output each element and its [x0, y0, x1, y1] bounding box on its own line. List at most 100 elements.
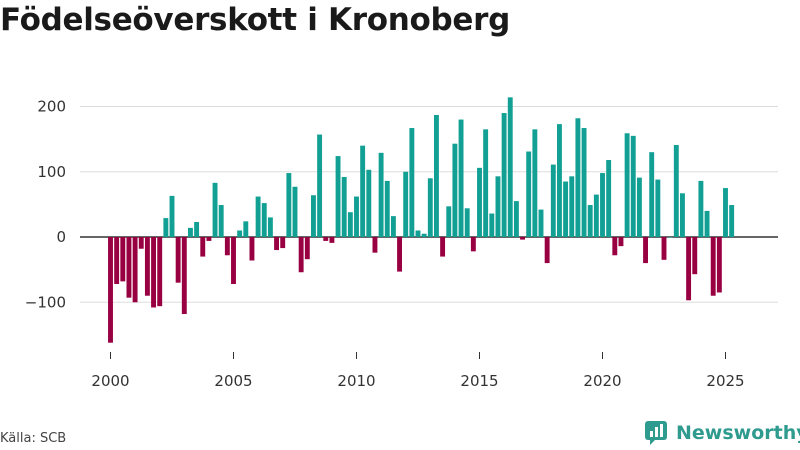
bar: [649, 152, 655, 237]
bar: [163, 218, 169, 237]
y-tick-label: 0: [56, 228, 66, 246]
bar: [194, 221, 200, 237]
bar: [384, 180, 390, 237]
bar: [108, 237, 113, 343]
bar: [704, 210, 710, 237]
bar: [415, 230, 421, 237]
bar: [200, 237, 206, 257]
bar: [489, 213, 495, 237]
x-tick-label: 2005: [214, 372, 252, 390]
bar: [495, 176, 501, 237]
bar: [477, 167, 482, 237]
bar: [243, 221, 249, 237]
bar: [643, 237, 648, 264]
bar: [347, 212, 353, 237]
bar: [452, 143, 458, 237]
y-tick-label: −100: [25, 293, 66, 311]
bar: [710, 237, 716, 296]
bar: [624, 133, 630, 237]
bar: [526, 151, 532, 237]
bars: [108, 97, 735, 343]
y-tick-label: 200: [37, 98, 66, 116]
bar: [507, 97, 513, 238]
bar: [723, 188, 728, 237]
bar: [132, 237, 138, 303]
bar: [686, 237, 692, 301]
bar: [458, 119, 464, 237]
bar: [231, 237, 236, 284]
source-note: Källa: SCB: [0, 431, 67, 446]
bar: [292, 186, 298, 237]
bar: [667, 237, 673, 238]
bar: [138, 237, 144, 249]
bar: [600, 173, 605, 237]
bar: [575, 118, 581, 237]
bar: [403, 171, 409, 237]
bar: [304, 237, 310, 260]
bar: [440, 237, 446, 257]
bar: [464, 208, 470, 237]
bar: [520, 237, 525, 240]
x-tick-label: 2000: [91, 372, 129, 390]
bar: [513, 201, 519, 237]
newsworthy-logo-icon: [645, 421, 667, 445]
bar: [341, 176, 347, 237]
bar: [237, 230, 243, 237]
x-tick-label: 2010: [337, 372, 375, 390]
bar: [581, 128, 587, 237]
bar: [532, 129, 538, 237]
bar: [698, 180, 704, 237]
bar: [212, 182, 218, 237]
bar: [286, 173, 292, 237]
bar: [274, 237, 279, 251]
bar: [655, 179, 661, 237]
x-tick-label: 2020: [583, 372, 621, 390]
bar: [716, 237, 722, 293]
x-axis-ticks: 2000 2005 2010 2015 2020 2025: [91, 352, 745, 390]
bar: [311, 195, 316, 237]
x-tick-label: 2025: [706, 372, 744, 390]
bar: [169, 195, 175, 237]
bar: [298, 237, 304, 273]
bar: [397, 237, 402, 272]
bar: [421, 233, 427, 237]
y-axis-ticks: −100 0 100 200: [25, 98, 66, 312]
bar: [317, 134, 323, 237]
newsworthy-logo-text: Newsworthy: [676, 422, 800, 444]
bar: [446, 206, 452, 237]
bar: [261, 203, 267, 237]
bar: [409, 128, 415, 237]
bar: [501, 113, 507, 237]
bar: [151, 237, 156, 308]
y-tick-label: 100: [37, 163, 66, 181]
bar: [144, 237, 150, 296]
bar: [335, 156, 341, 237]
bar: [181, 237, 187, 314]
bar: [593, 194, 599, 237]
bar: [661, 237, 667, 260]
bar: [175, 237, 181, 283]
bar: [630, 135, 636, 237]
bar: [224, 237, 230, 256]
bar: [636, 177, 642, 237]
bar: [218, 205, 224, 237]
bar: [729, 205, 735, 237]
bar: [427, 178, 433, 237]
bar: [249, 237, 255, 261]
newsworthy-logo[interactable]: Newsworthy: [644, 420, 800, 446]
bar: [680, 193, 685, 237]
bar: [354, 196, 359, 237]
bar: [329, 237, 335, 243]
bar: [470, 237, 476, 252]
bar: [434, 114, 439, 237]
bar: [323, 237, 329, 241]
bar: [188, 227, 193, 237]
bar: [550, 164, 556, 237]
bar: [378, 152, 384, 237]
bar: [563, 181, 569, 237]
bar: [692, 237, 698, 275]
bar: [206, 237, 212, 241]
bar: [557, 124, 562, 237]
chart-title: Födelseöverskott i Kronoberg: [0, 2, 511, 38]
